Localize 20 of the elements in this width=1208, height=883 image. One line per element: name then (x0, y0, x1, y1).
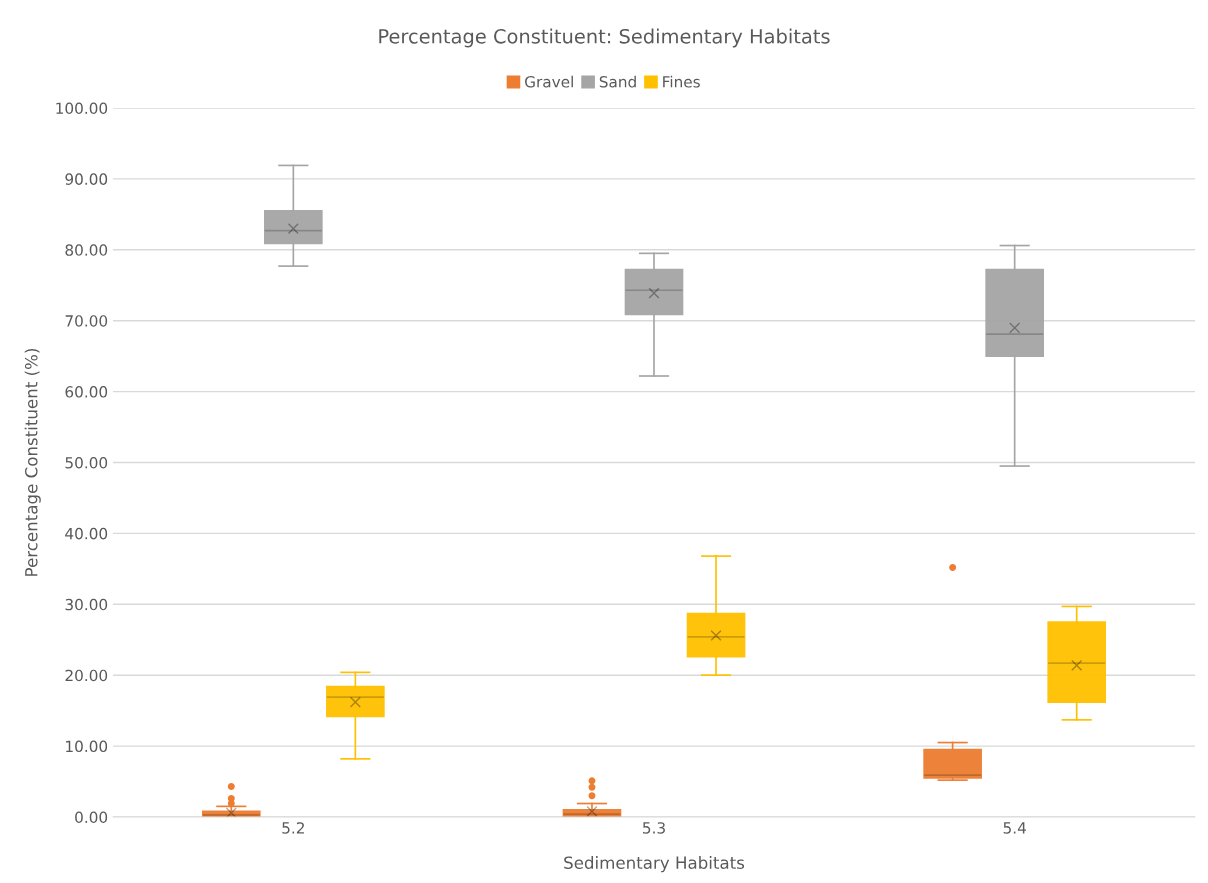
y-axis-title: Percentage Constituent (%) (24, 348, 41, 576)
legend-label: Fines (663, 75, 700, 88)
y-tick-label: 0.00 (75, 811, 108, 824)
chart-title: Percentage Constituent: Sedimentary Habitats (379, 28, 830, 48)
y-tick-label: 100.00 (56, 102, 108, 115)
y-tick-label: 20.00 (65, 669, 108, 682)
x-tick-label: 5.3 (643, 822, 665, 834)
x-tick-label: 5.4 (1003, 822, 1026, 834)
y-tick-label: 10.00 (66, 740, 108, 753)
legend-label: Sand (599, 75, 636, 88)
y-tick-label: 70.00 (65, 315, 108, 327)
y-tick-label: 50.00 (65, 456, 108, 469)
x-tick-label: 5.2 (282, 822, 304, 834)
y-tick-label: 40.00 (65, 527, 108, 540)
y-tick-label: 80.00 (65, 244, 108, 256)
y-tick-label: 30.00 (65, 598, 108, 611)
x-axis-title: Sedimentary Habitats (564, 856, 745, 873)
legend-label: Gravel (525, 75, 573, 88)
y-tick-label: 90.00 (65, 173, 108, 185)
y-tick-label: 60.00 (65, 386, 108, 398)
